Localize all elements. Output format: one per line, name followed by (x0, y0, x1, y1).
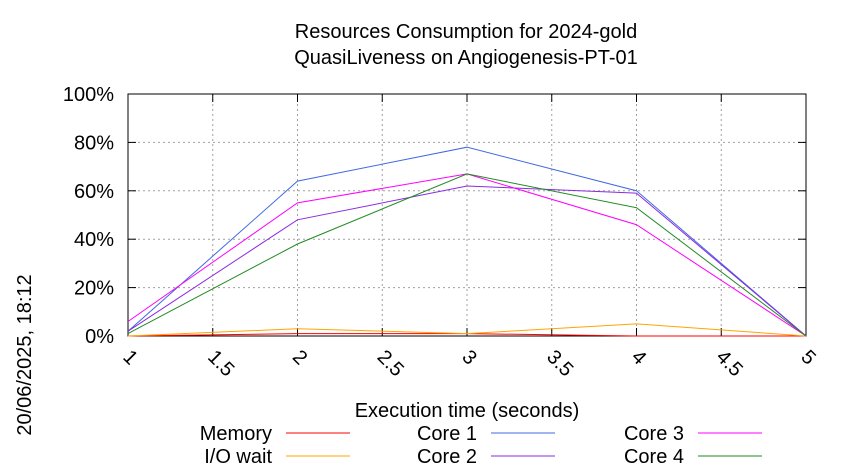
y-tick-label: 0% (85, 326, 114, 348)
timestamp-label: 20/06/2025, 18:12 (14, 274, 36, 435)
legend-label-i-o-wait: I/O wait (204, 446, 272, 468)
x-axis-label: Execution time (seconds) (355, 400, 580, 422)
x-axis-ticks: 1 1.5 2 2.5 3 3.5 4 4.5 5 (118, 94, 820, 381)
legend-label-core-4: Core 4 (624, 446, 684, 468)
series-line-core-1 (127, 146, 807, 337)
x-tick-label: 2 (288, 346, 311, 369)
x-tick-label: 1.5 (203, 346, 238, 381)
series-lines (127, 146, 807, 337)
series-line-core-4 (127, 173, 807, 337)
chart-subtitle: QuasiLiveness on Angiogenesis-PT-01 (294, 47, 638, 69)
legend-label-core-3: Core 3 (624, 423, 684, 445)
x-tick-label: 4 (627, 346, 650, 369)
grid-lines (128, 94, 806, 336)
y-tick-label: 20% (74, 278, 114, 300)
legend-label-core-1: Core 1 (417, 423, 477, 445)
series-line-core-2 (127, 185, 807, 337)
legend-label-core-2: Core 2 (417, 446, 477, 468)
y-tick-label: 100% (63, 84, 114, 106)
chart-title: Resources Consumption for 2024-gold (295, 21, 637, 43)
x-tick-label: 2.5 (373, 346, 408, 381)
series-line-i-o-wait (127, 323, 807, 337)
y-tick-label: 80% (74, 132, 114, 154)
x-tick-label: 3.5 (542, 346, 577, 381)
x-tick-label: 1 (118, 346, 141, 369)
y-axis-ticks: 0% 20% 40% 60% 80% 100% (63, 84, 806, 348)
y-tick-label: 60% (74, 181, 114, 203)
x-tick-label: 3 (457, 346, 480, 369)
legend-label-memory: Memory (200, 423, 272, 445)
x-tick-label: 5 (796, 346, 819, 369)
x-tick-label: 4.5 (712, 346, 747, 381)
y-tick-label: 40% (74, 229, 114, 251)
